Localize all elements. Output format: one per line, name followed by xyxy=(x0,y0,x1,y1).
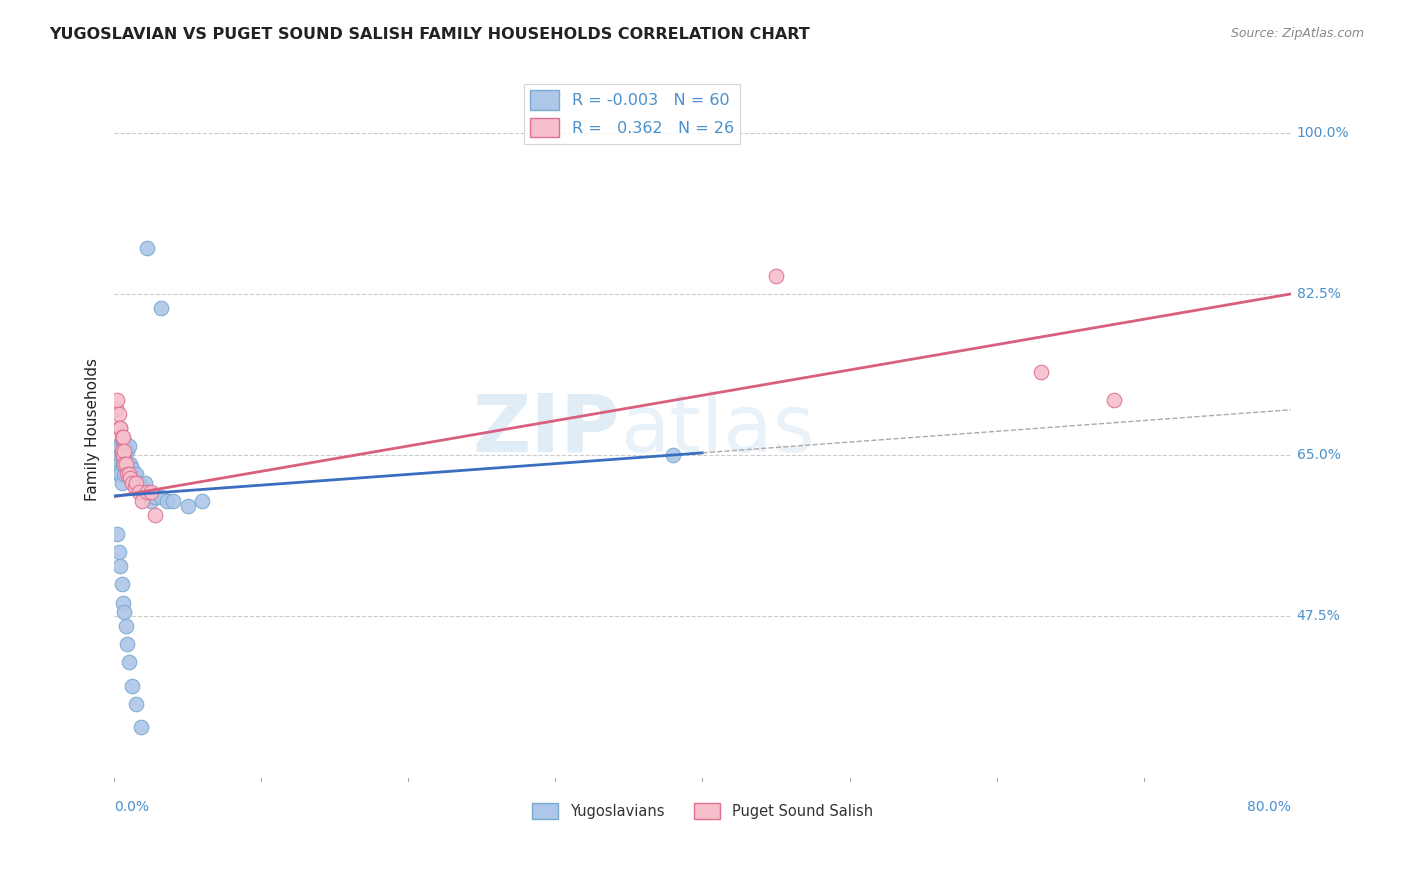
Point xyxy=(177,499,200,513)
Point xyxy=(125,697,148,711)
Point xyxy=(108,558,131,573)
Point xyxy=(117,458,139,472)
Point xyxy=(117,443,139,458)
Point xyxy=(117,467,139,481)
Point xyxy=(662,448,685,462)
Point xyxy=(111,434,134,449)
Point xyxy=(128,475,150,490)
Point xyxy=(107,407,129,421)
Y-axis label: Family Households: Family Households xyxy=(86,359,100,501)
Point xyxy=(104,402,127,417)
Point xyxy=(145,508,167,522)
Point xyxy=(108,448,131,462)
Point xyxy=(110,577,132,591)
Point xyxy=(114,434,136,449)
Point xyxy=(136,485,159,500)
Point xyxy=(115,618,138,632)
Point xyxy=(120,471,142,485)
Point xyxy=(135,485,157,500)
Point xyxy=(114,605,136,619)
Point xyxy=(110,430,132,444)
Point xyxy=(121,679,143,693)
Point xyxy=(105,526,128,541)
Point xyxy=(118,467,141,481)
Text: 100.0%: 100.0% xyxy=(1296,126,1350,140)
Point xyxy=(114,448,136,462)
Point xyxy=(108,420,131,434)
Point xyxy=(765,268,787,283)
Point xyxy=(1029,365,1052,379)
Point xyxy=(191,494,214,508)
Point xyxy=(131,485,153,500)
Point xyxy=(110,448,132,462)
Point xyxy=(104,448,127,462)
Point xyxy=(104,458,127,472)
Point xyxy=(110,443,132,458)
Point xyxy=(108,467,131,481)
Point xyxy=(121,475,143,490)
Point xyxy=(131,494,153,508)
Point xyxy=(115,462,138,476)
Point xyxy=(150,301,173,315)
Point xyxy=(121,462,143,476)
Text: 65.0%: 65.0% xyxy=(1296,448,1340,462)
Text: YUGOSLAVIAN VS PUGET SOUND SALISH FAMILY HOUSEHOLDS CORRELATION CHART: YUGOSLAVIAN VS PUGET SOUND SALISH FAMILY… xyxy=(49,27,810,42)
Point xyxy=(117,637,139,651)
Text: 0.0%: 0.0% xyxy=(114,800,149,814)
Point xyxy=(118,439,141,453)
Point xyxy=(120,458,142,472)
Point xyxy=(128,485,150,500)
Point xyxy=(124,471,146,485)
Point xyxy=(108,420,131,434)
Point xyxy=(118,656,141,670)
Point xyxy=(110,475,132,490)
Point xyxy=(139,485,162,500)
Text: atlas: atlas xyxy=(620,391,814,469)
Point xyxy=(114,467,136,481)
Point xyxy=(114,458,136,472)
Point xyxy=(111,430,134,444)
Point xyxy=(111,448,134,462)
Text: Source: ZipAtlas.com: Source: ZipAtlas.com xyxy=(1230,27,1364,40)
Point xyxy=(105,439,128,453)
Text: 82.5%: 82.5% xyxy=(1296,287,1340,301)
Point xyxy=(105,462,128,476)
Point xyxy=(115,458,138,472)
Point xyxy=(129,720,152,734)
Text: 80.0%: 80.0% xyxy=(1247,800,1291,814)
Point xyxy=(118,458,141,472)
Text: ZIP: ZIP xyxy=(472,391,620,469)
Point xyxy=(135,241,157,255)
Point xyxy=(115,443,138,458)
Point xyxy=(162,494,184,508)
Point xyxy=(110,434,132,449)
Point xyxy=(111,596,134,610)
Point xyxy=(105,452,128,467)
Point xyxy=(139,494,162,508)
Point xyxy=(107,452,129,467)
Point xyxy=(134,475,156,490)
Point xyxy=(127,480,149,494)
Point xyxy=(111,458,134,472)
Point xyxy=(122,471,145,485)
Point xyxy=(114,443,136,458)
Point xyxy=(105,392,128,407)
Point xyxy=(107,443,129,458)
Point xyxy=(107,439,129,453)
Point xyxy=(1104,392,1126,407)
Point xyxy=(150,490,173,504)
Point xyxy=(156,494,179,508)
Point xyxy=(124,480,146,494)
Text: 47.5%: 47.5% xyxy=(1296,609,1340,624)
Point xyxy=(107,467,129,481)
Point xyxy=(125,475,148,490)
Point xyxy=(107,420,129,434)
Legend: Yugoslavians, Puget Sound Salish: Yugoslavians, Puget Sound Salish xyxy=(526,797,879,824)
Point xyxy=(129,480,152,494)
Point xyxy=(145,490,167,504)
Point xyxy=(111,443,134,458)
Point xyxy=(125,467,148,481)
Point xyxy=(107,545,129,559)
